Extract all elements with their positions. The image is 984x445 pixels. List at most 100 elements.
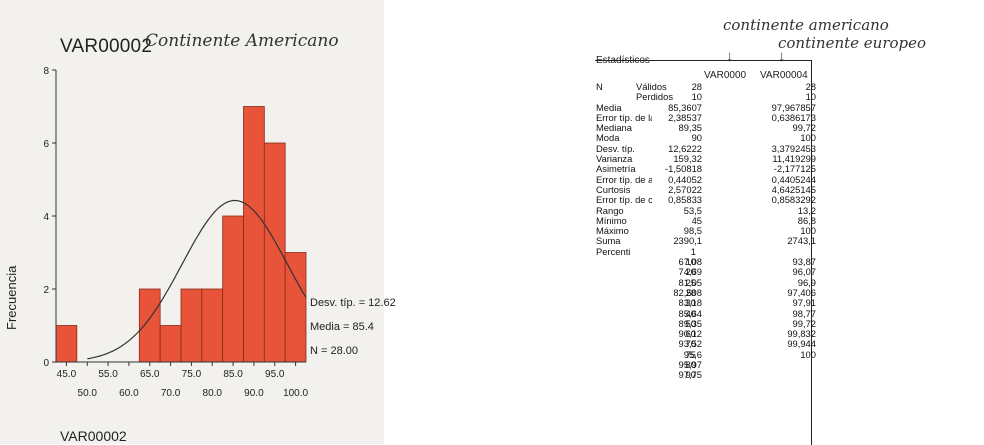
stat-mean: Media = 85.4 <box>310 321 374 333</box>
cell-var4: 11,419299 <box>772 154 816 165</box>
table-row: Perdidos 10 10 <box>590 92 820 102</box>
cell-var2: 0,44052 <box>668 174 702 185</box>
table-row: 90 97,75 <box>590 370 820 380</box>
x-axis-label: VAR00002 <box>60 428 127 444</box>
cell-var4: 99,72 <box>792 123 816 134</box>
table-row: Percenti 1 <box>590 247 820 257</box>
table-frame <box>595 60 812 445</box>
cell-var2: 2390,1 <box>673 236 702 247</box>
histogram-bar <box>201 288 224 363</box>
cell-var2: 45 <box>691 215 702 226</box>
stat-n: N = 28.00 <box>310 345 359 357</box>
x-tick-label: 90.0 <box>244 388 264 399</box>
y-tick-label: 8 <box>43 66 49 77</box>
cell-var2: 85,3607 <box>668 102 702 113</box>
cell-var2: 159,32 <box>673 154 702 165</box>
cell-var2: 95,6 <box>683 349 702 360</box>
handwritten-annotation-europeo: continente europeo <box>778 34 927 52</box>
row-label: Percenti <box>596 246 631 257</box>
table-row: Error típ. de la medi 2,38537 0,6386173 <box>590 113 820 123</box>
histogram-bar <box>55 325 78 363</box>
x-tick-label: 75.0 <box>182 369 202 380</box>
cell-var2: 74,69 <box>678 267 702 278</box>
percentile-value: 60 <box>685 329 696 340</box>
y-tick-label: 6 <box>43 139 49 150</box>
row-label: Error típ. de curtosis <box>596 195 652 206</box>
table-heading: Estadísticos <box>596 55 650 66</box>
cell-var4: -2,177125 <box>773 164 816 175</box>
cell-var4: 97,91 <box>792 298 816 309</box>
table-row: N Válidos 28 28 <box>590 82 820 92</box>
cell-var4: 96,07 <box>792 267 816 278</box>
table-row: Error típ. de asimetr 0,44052 0,4405244 <box>590 175 820 185</box>
cell-var4: 99,944 <box>787 339 816 350</box>
histogram-bar <box>138 288 161 363</box>
percentile-value: 50 <box>685 318 696 329</box>
row-label: Media <box>596 102 622 113</box>
cell-var4: 98,77 <box>792 308 816 319</box>
x-tick-label: 45.0 <box>57 369 77 380</box>
x-tick-label: 60.0 <box>119 388 139 399</box>
y-tick-label: 0 <box>43 358 49 369</box>
table-row: Desv. típ. 12,6222 3,3792453 <box>590 144 820 154</box>
table-row: Error típ. de curtosis 0,85833 0,8583292 <box>590 195 820 205</box>
row-label: Máximo <box>596 226 629 237</box>
table-row: Moda 90 100 <box>590 133 820 143</box>
y-tick-label: 4 <box>43 212 49 223</box>
x-tick-label: 95.0 <box>265 369 285 380</box>
handwritten-annotation-americano: continente americano <box>723 16 889 34</box>
cell-var4: 2743,1 <box>787 236 816 247</box>
histogram-bar <box>263 142 286 363</box>
cell-var2: 83,18 <box>678 298 702 309</box>
x-tick-label: 85.0 <box>223 369 243 380</box>
cell-var2: -1,50818 <box>664 164 702 175</box>
cell-var4: 10 <box>805 92 816 103</box>
percentile-value: 80 <box>685 360 696 371</box>
histogram-bar <box>243 106 265 363</box>
histogram-bar <box>159 325 182 363</box>
row-label: Mediana <box>596 123 632 134</box>
cell-var2: 85,64 <box>678 308 702 319</box>
cell-var4: 0,4405244 <box>771 174 816 185</box>
row-label: Moda <box>596 133 620 144</box>
y-tick-label: 2 <box>43 285 49 296</box>
normal-curve <box>87 199 307 360</box>
percentile-value: 28 <box>685 287 696 298</box>
cell-var2: 28 <box>691 82 702 92</box>
cell-var2: 97,75 <box>678 370 702 381</box>
cell-var4: 93,87 <box>792 257 816 268</box>
row-label: Rango <box>596 205 624 216</box>
table-row: Suma 2390,1 2743,1 <box>590 236 820 246</box>
cell-var2: 90,12 <box>678 329 702 340</box>
cell-var4: 3,3792453 <box>771 143 816 154</box>
cell-var4: 86,8 <box>797 215 816 226</box>
cell-var2: 12,6222 <box>668 143 702 154</box>
table-row: 50 89,35 99,72 <box>590 319 820 329</box>
histogram-bar <box>222 215 244 363</box>
x-tick-label: 50.0 <box>78 388 98 399</box>
x-tick-label: 70.0 <box>161 388 181 399</box>
table-body: N Válidos 28 28 Perdidos 10 10 Media 85,3607 97,9… <box>590 82 820 381</box>
row-label: Asimetría <box>596 164 636 175</box>
y-axis-label: Frecuencia <box>4 265 19 330</box>
table-row: 10 67,08 93,87 <box>590 257 820 267</box>
table-row: 75 95,6 100 <box>590 350 820 360</box>
table-row: 70 93,52 99,944 <box>590 339 820 349</box>
table-row: 80 95,97 <box>590 360 820 370</box>
statistics-table: Estadísticos VAR0000 VAR00004 N Válidos 28… <box>590 52 820 445</box>
x-tick-label: 100.0 <box>283 388 308 399</box>
cell-var4: 100 <box>800 349 816 360</box>
table-row: 40 85,64 98,77 <box>590 309 820 319</box>
cell-var2: 0,85833 <box>668 195 702 206</box>
percentile-value: 75 <box>685 349 696 360</box>
column-header-2: VAR00004 <box>760 70 808 81</box>
cell-var4: 4,6425145 <box>771 184 816 195</box>
row-label: Mínimo <box>596 215 627 226</box>
row-sublabel: Válidos <box>636 82 667 92</box>
cell-var2: 53,5 <box>683 205 702 216</box>
percentile-value: 10 <box>685 257 696 268</box>
table-row: Máximo 98,5 100 <box>590 226 820 236</box>
table-row: Mínimo 45 86,8 <box>590 216 820 226</box>
cell-var4: 97,406 <box>787 287 816 298</box>
cell-var4: 13,2 <box>797 205 816 216</box>
